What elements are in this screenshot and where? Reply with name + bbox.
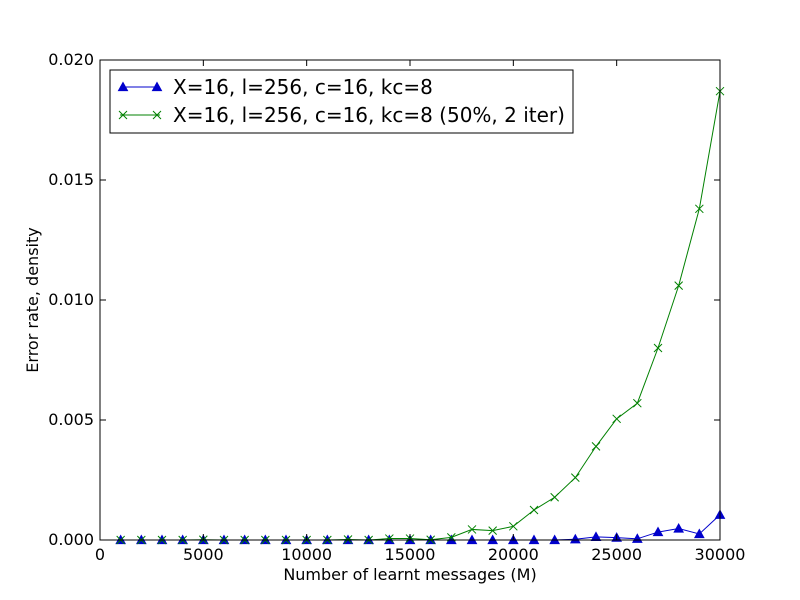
legend-marker [152,110,162,120]
x-tick-label: 20000 [488,545,539,564]
legend-entry: X=16, l=256, c=16, kc=8 [117,75,433,99]
data-point [384,534,394,543]
data-point [467,525,477,534]
legend-marker [118,110,128,120]
x-tick-label: 10000 [281,545,332,564]
legend: X=16, l=256, c=16, kc=8 X=16, l=256, c=16… [109,69,574,134]
data-point [529,505,539,515]
data-point [673,522,685,533]
data-point [570,473,580,482]
x-tick-label: 0 [95,545,105,564]
data-point [652,526,664,537]
x-axis-label: Number of learnt messages (M) [283,565,536,584]
data-point [694,204,704,214]
data-point [632,398,642,408]
data-point [569,533,581,544]
legend-marker [117,81,129,92]
data-point [693,528,705,539]
legend-entries: X=16, l=256, c=16, kc=8 X=16, l=256, c=16… [117,75,565,127]
x-tick-label: 30000 [695,545,746,564]
legend-label: X=16, l=256, c=16, kc=8 (50%, 2 iter) [173,103,565,127]
legend-entry: X=16, l=256, c=16, kc=8 (50%, 2 iter) [118,103,565,127]
legend-marker [151,81,163,92]
y-axis-label: Error rate, density [23,227,42,372]
data-point [488,526,498,535]
y-tick-label: 0.010 [48,290,94,309]
x-tick-label: 5000 [183,545,224,564]
x-tick-label: 15000 [385,545,436,564]
data-point [550,492,560,502]
x-tick-label: 25000 [591,545,642,564]
y-tick-label: 0.015 [48,170,94,189]
y-tick-label: 0.000 [48,530,94,549]
plot-area [100,60,720,540]
data-point [674,281,684,290]
legend-label: X=16, l=256, c=16, kc=8 [173,75,433,99]
tick-layer: 0 5000 10000 15000 20000 25000 30000 0.000 0.005… [48,50,745,564]
data-point [591,442,601,451]
y-tick-label: 0.005 [48,410,94,429]
legend-box [109,69,574,134]
data-point [508,521,518,531]
data-point [612,414,622,424]
data-point [653,343,663,353]
y-tick-label: 0.020 [48,50,94,69]
